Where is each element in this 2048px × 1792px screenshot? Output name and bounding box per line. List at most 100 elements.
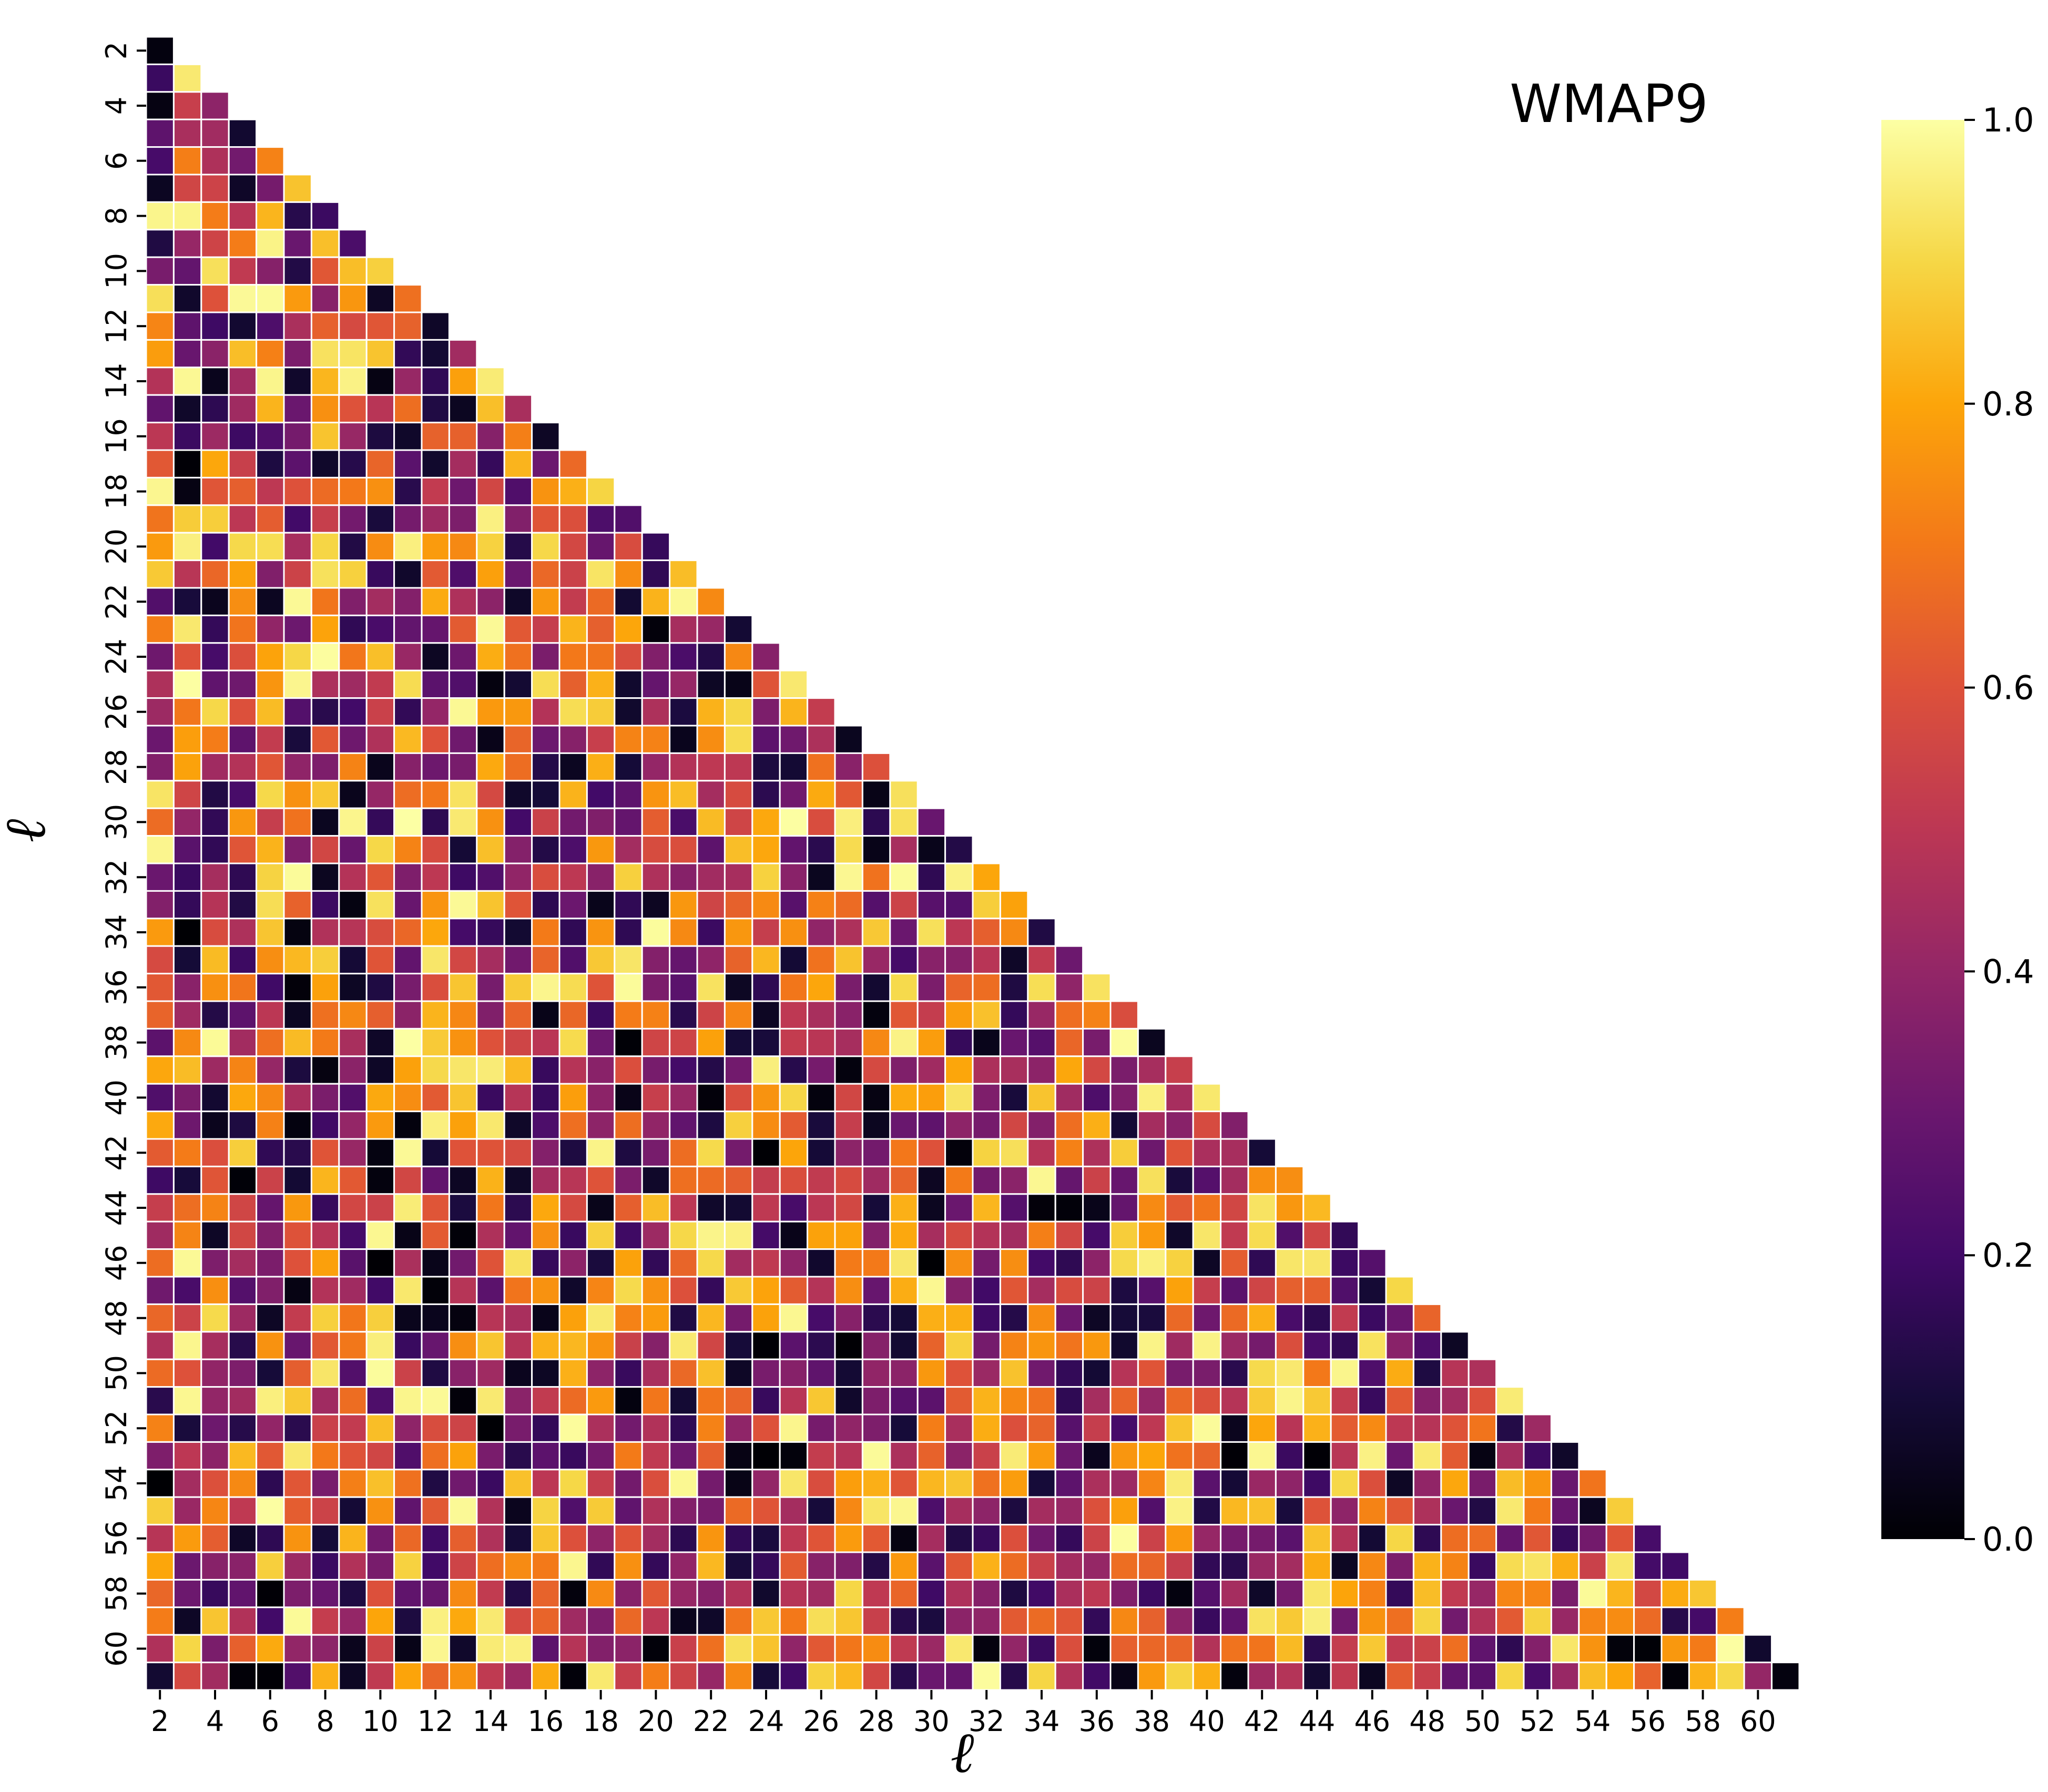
heatmap-cell — [558, 1000, 588, 1030]
heatmap-cell — [531, 1027, 561, 1057]
heatmap-cell — [145, 1000, 175, 1030]
heatmap-cell — [393, 1276, 423, 1305]
heatmap-cell — [503, 587, 533, 616]
heatmap-cell — [807, 1662, 836, 1691]
heatmap-cell — [1275, 1662, 1305, 1691]
heatmap-cell — [696, 890, 726, 920]
heatmap-cell — [861, 1027, 891, 1057]
heatmap-cell — [365, 422, 395, 451]
heatmap-cell — [200, 587, 230, 616]
heatmap-cell — [365, 1193, 395, 1223]
heatmap-cell — [200, 1413, 230, 1443]
heatmap-cell — [669, 1496, 698, 1526]
heatmap-cell — [310, 642, 340, 671]
heatmap-cell — [641, 1248, 671, 1278]
heatmap-cell — [448, 1000, 478, 1030]
heatmap-cell — [145, 1496, 175, 1526]
heatmap-cell — [669, 669, 698, 699]
heatmap-cell — [365, 476, 395, 506]
heatmap-cell — [916, 1303, 946, 1333]
heatmap-cell — [861, 918, 891, 947]
heatmap-cell — [944, 1441, 974, 1471]
heatmap-cell — [1165, 1193, 1194, 1223]
heatmap-cell — [338, 835, 368, 864]
heatmap-cell — [256, 1524, 285, 1553]
heatmap-cell — [1358, 1579, 1387, 1608]
heatmap-cell — [807, 1579, 836, 1608]
heatmap-cell — [751, 1220, 781, 1250]
heatmap-cell — [421, 669, 450, 699]
heatmap-cell — [1385, 1606, 1414, 1636]
heatmap-cell — [861, 1331, 891, 1360]
heatmap-cell — [476, 1027, 505, 1057]
heatmap-cell — [1137, 1358, 1167, 1388]
heatmap-cell — [1275, 1606, 1305, 1636]
heatmap-cell — [1137, 1055, 1167, 1085]
heatmap-cell — [751, 697, 781, 727]
heatmap-cell — [503, 1193, 533, 1223]
heatmap-cell — [338, 1606, 368, 1636]
heatmap-cell — [338, 945, 368, 975]
heatmap-cell — [476, 862, 505, 892]
heatmap-cell — [696, 1000, 726, 1030]
heatmap-cell — [228, 559, 258, 589]
heatmap-cell — [310, 1524, 340, 1553]
heatmap-cell — [834, 1193, 863, 1223]
heatmap-cell — [338, 1000, 368, 1030]
heatmap-cell — [200, 1138, 230, 1167]
heatmap-cell — [503, 476, 533, 506]
heatmap-cell — [834, 1441, 863, 1471]
heatmap-cell — [724, 1441, 753, 1471]
heatmap-cell — [503, 559, 533, 589]
heatmap-cell — [531, 1551, 561, 1581]
heatmap-cell — [448, 1220, 478, 1250]
heatmap-cell — [724, 918, 753, 947]
heatmap-cell — [861, 1469, 891, 1498]
y-tick-label: 30 — [100, 804, 133, 840]
heatmap-cell — [228, 587, 258, 616]
heatmap-cell — [1247, 1276, 1277, 1305]
heatmap-cell — [972, 890, 1001, 920]
heatmap-cell — [448, 422, 478, 451]
heatmap-cell — [999, 1386, 1029, 1416]
heatmap-cell — [310, 1111, 340, 1140]
heatmap-cell — [145, 339, 175, 369]
heatmap-cell — [1054, 1083, 1084, 1113]
heatmap-cell — [172, 669, 202, 699]
heatmap-cell — [503, 1386, 533, 1416]
heatmap-cell — [338, 504, 368, 534]
heatmap-cell — [558, 532, 588, 562]
heatmap-cell — [1358, 1496, 1387, 1526]
heatmap-cell — [448, 697, 478, 727]
heatmap-cell — [145, 642, 175, 671]
heatmap-cell — [228, 256, 258, 286]
heatmap-cell — [503, 1138, 533, 1167]
heatmap-cell — [172, 973, 202, 1002]
heatmap-cell — [145, 1579, 175, 1608]
heatmap-cell — [1165, 1606, 1194, 1636]
heatmap-cell — [1412, 1469, 1442, 1498]
heatmap-cell — [200, 146, 230, 176]
heatmap-cell — [476, 1111, 505, 1140]
heatmap-cell — [145, 229, 175, 258]
heatmap-cell — [256, 1606, 285, 1636]
heatmap-cell — [256, 1276, 285, 1305]
heatmap-cell — [834, 1386, 863, 1416]
heatmap-cell — [1358, 1634, 1387, 1664]
heatmap-cell — [531, 1469, 561, 1498]
heatmap-cell — [172, 587, 202, 616]
heatmap-cell — [861, 1606, 891, 1636]
heatmap-cell — [310, 311, 340, 341]
heatmap-cell — [972, 973, 1001, 1002]
heatmap-cell — [421, 890, 450, 920]
heatmap-cell — [641, 614, 671, 644]
heatmap-cell — [1385, 1386, 1414, 1416]
heatmap-cell — [1027, 1138, 1056, 1167]
heatmap-cell — [696, 1248, 726, 1278]
heatmap-cell — [338, 752, 368, 782]
heatmap-cell — [256, 476, 285, 506]
heatmap-cell — [1082, 1441, 1112, 1471]
heatmap-cell — [200, 1165, 230, 1195]
heatmap-cell — [999, 945, 1029, 975]
heatmap-cell — [834, 1662, 863, 1691]
